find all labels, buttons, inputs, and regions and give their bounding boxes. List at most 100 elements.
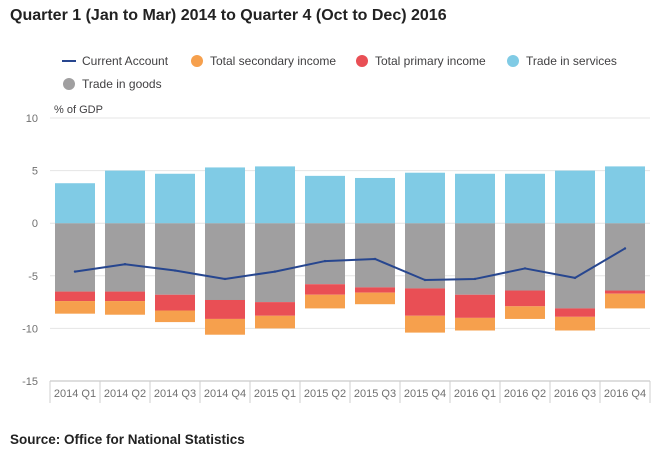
x-tick-label: 2016 Q1: [454, 388, 496, 400]
current-account-point: [73, 270, 77, 273]
legend-item: Total secondary income: [191, 54, 336, 68]
legend-swatch: [507, 55, 519, 67]
bar-total-secondary-income: [255, 315, 295, 329]
bar-trade-in-goods: [155, 223, 195, 295]
legend-label: Total secondary income: [210, 54, 336, 68]
current-account-point: [423, 278, 427, 282]
x-axis: 2014 Q1 2014 Q2 2014 Q3 2014 Q4 2015 Q1 2015 …: [49, 381, 651, 403]
bar-total-secondary-income: [605, 293, 645, 309]
legend-label: Trade in goods: [82, 77, 162, 91]
current-account-path: [74, 247, 626, 282]
bar-total-secondary-income: [355, 292, 395, 305]
x-tick-label: 2014 Q1: [54, 388, 96, 400]
bar-total-primary-income: [355, 287, 395, 293]
current-account-point: [273, 270, 277, 273]
bar-total-primary-income: [205, 299, 245, 319]
x-tick-label: 2015 Q1: [254, 388, 296, 400]
legend-swatch: [191, 55, 203, 67]
y-tick-label: -10: [22, 323, 38, 335]
current-account-line: [73, 247, 627, 282]
bar-trade-in-services: [55, 183, 95, 224]
bar-trade-in-services: [355, 177, 395, 224]
current-account-point: [523, 267, 527, 270]
bar-trade-in-goods: [305, 223, 345, 285]
x-tick-label: 2016 Q4: [604, 388, 646, 400]
bar-total-primary-income: [405, 288, 445, 316]
x-tick-label: 2014 Q2: [104, 388, 146, 400]
bar-total-primary-income: [555, 308, 595, 317]
legend-label: Current Account: [82, 54, 169, 68]
x-tick-label: 2015 Q3: [354, 388, 396, 400]
legend: Current Account Total secondary income Tot…: [62, 54, 617, 91]
bar-trade-in-services: [255, 166, 295, 224]
current-account-point: [373, 257, 377, 261]
bar-trade-in-services: [105, 170, 145, 224]
bars: [55, 166, 645, 335]
current-account-point: [173, 269, 177, 272]
y-axis-label: % of GDP: [54, 104, 103, 116]
current-account-point: [623, 247, 627, 250]
x-tick-label: 2015 Q2: [304, 388, 346, 400]
y-axis: 10 5 0 -5 -10 -15: [22, 113, 38, 388]
bar-total-secondary-income: [455, 317, 495, 331]
bar-trade-in-goods: [105, 223, 145, 292]
bar-total-secondary-income: [505, 306, 545, 319]
bar-trade-in-goods: [455, 223, 495, 295]
bar-total-secondary-income: [155, 310, 195, 323]
bar-trade-in-services: [155, 173, 195, 224]
bar-total-secondary-income: [55, 301, 95, 314]
legend-item: Current Account: [62, 54, 169, 68]
legend-item: Trade in goods: [63, 77, 162, 91]
source-note: Source: Office for National Statistics: [10, 432, 245, 447]
bar-total-primary-income: [605, 290, 645, 294]
bar-trade-in-services: [205, 167, 245, 224]
bar-total-primary-income: [455, 294, 495, 318]
bar-trade-in-goods: [405, 223, 445, 289]
y-tick-label: -5: [28, 271, 38, 283]
bar-total-secondary-income: [405, 315, 445, 333]
bar-trade-in-goods: [555, 223, 595, 309]
bar-trade-in-goods: [55, 223, 95, 292]
bar-total-secondary-income: [305, 294, 345, 309]
bar-total-primary-income: [105, 291, 145, 302]
y-tick-label: 10: [26, 113, 38, 125]
x-tick-label: 2015 Q4: [404, 388, 446, 400]
bar-total-primary-income: [255, 302, 295, 316]
bar-total-primary-income: [505, 290, 545, 307]
bar-trade-in-services: [505, 173, 545, 224]
bar-total-primary-income: [155, 294, 195, 311]
legend-item: Total primary income: [356, 54, 486, 68]
legend-swatch: [63, 78, 75, 90]
bar-trade-in-services: [455, 173, 495, 224]
bar-total-secondary-income: [555, 316, 595, 331]
y-tick-label: 0: [32, 218, 38, 230]
current-account-point: [123, 263, 127, 266]
current-account-point: [573, 276, 577, 280]
bar-trade-in-goods: [205, 223, 245, 300]
legend-swatch: [356, 55, 368, 67]
bar-total-secondary-income: [105, 301, 145, 315]
bar-trade-in-services: [405, 172, 445, 224]
x-tick-label: 2014 Q4: [204, 388, 246, 400]
current-account-point: [223, 277, 227, 281]
chart-title: Quarter 1 (Jan to Mar) 2014 to Quarter 4…: [10, 7, 447, 24]
bar-trade-in-services: [605, 166, 645, 224]
y-tick-label: -15: [22, 376, 38, 388]
current-account-point: [473, 277, 477, 281]
x-tick-label: 2014 Q3: [154, 388, 196, 400]
bar-trade-in-goods: [355, 223, 395, 288]
bar-trade-in-goods: [505, 223, 545, 291]
legend-label: Total primary income: [375, 54, 486, 68]
y-tick-label: 5: [32, 166, 38, 178]
bar-total-primary-income: [305, 284, 345, 295]
bar-total-primary-income: [55, 291, 95, 302]
legend-item: Trade in services: [507, 54, 617, 68]
bar-trade-in-services: [305, 175, 345, 224]
current-account-point: [323, 259, 327, 263]
bar-trade-in-goods: [255, 223, 295, 303]
x-tick-label: 2016 Q2: [504, 388, 546, 400]
x-tick-label: 2016 Q3: [554, 388, 596, 400]
bar-trade-in-services: [555, 170, 595, 224]
legend-label: Trade in services: [526, 54, 617, 68]
